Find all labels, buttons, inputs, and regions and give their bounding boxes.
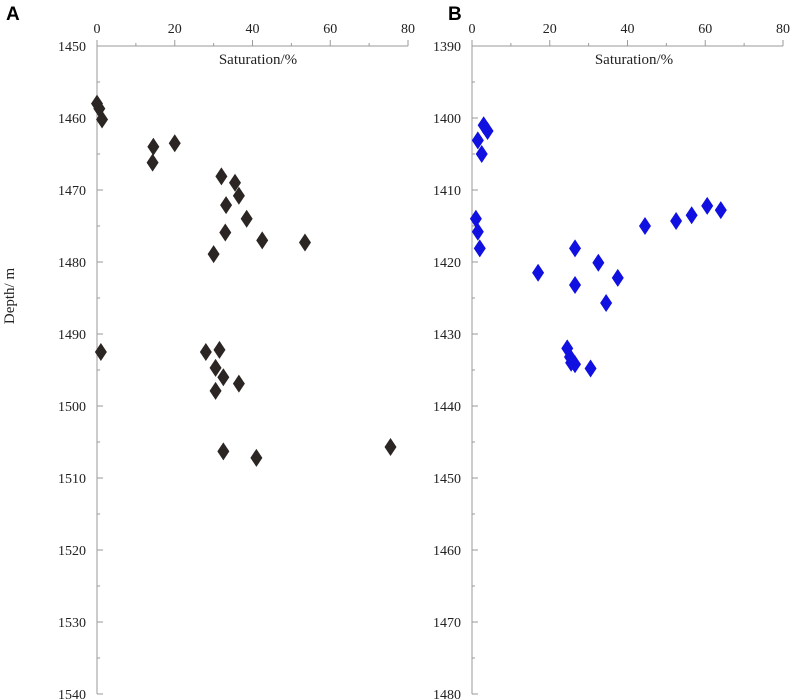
panel-b-x-tick-label: 40	[621, 22, 635, 37]
panel-b-data-point	[469, 209, 482, 228]
panel-b-data-point	[569, 276, 582, 295]
panel-b-data-point	[569, 239, 582, 258]
panel-b-y-tick-label: 1470	[433, 616, 461, 631]
panel-a-y-tick-label: 1470	[58, 184, 86, 199]
panel-a-axes: 0 20 40 60 80 1450 1460 1470 1480 1490 1500 1510 152…	[58, 22, 415, 699]
panel-a-y-tick-label: 1490	[58, 328, 86, 343]
panel-b-letter: B	[448, 4, 462, 25]
panel-a-data-point	[215, 167, 228, 186]
panel-b-data-point	[532, 263, 545, 282]
panel-b-data-point	[600, 294, 613, 313]
panel-b-data-point	[714, 201, 727, 220]
panel-b-x-tick-label: 60	[698, 22, 712, 37]
panel-b-y-tick-label: 1460	[433, 544, 461, 559]
panel-a-data-point	[250, 448, 263, 467]
panel-a-data-point	[217, 442, 230, 461]
panel-b-x-tick-label: 20	[543, 22, 557, 37]
panel-a-data-point	[220, 196, 233, 215]
panel-a-y-tick-label: 1510	[58, 472, 86, 487]
panel-a-data-point	[240, 209, 253, 228]
panel-b-data-point	[473, 239, 486, 258]
panel-a-data-point	[209, 381, 222, 400]
panel-a-data-point	[146, 153, 159, 172]
panel-a-y-tick-label: 1530	[58, 616, 86, 631]
panel-a-x-axis-title: Saturation/%	[219, 52, 297, 68]
panel-a-data-point	[229, 173, 242, 192]
panel-b-axes: 0 20 40 60 80 1390 1400 1410 1420 1430 1440 1450 146…	[433, 22, 790, 699]
panel-a-x-tick-label: 0	[94, 22, 101, 37]
panel-b-data-point	[611, 268, 624, 287]
panel-b-data-point	[638, 217, 651, 235]
panel-b-y-tick-label: 1420	[433, 256, 461, 271]
panel-b-y-tick-label: 1450	[433, 472, 461, 487]
panel-b-y-tick-label: 1390	[433, 40, 461, 55]
panel-b-y-tick-label: 1430	[433, 328, 461, 343]
panel-a-y-tick-label: 1460	[58, 112, 86, 127]
panel-a-y-tick-label: 1500	[58, 400, 86, 415]
panel-a-points	[91, 94, 397, 467]
panel-a-x-tick-label: 60	[323, 22, 337, 37]
panel-b-y-tick-label: 1480	[433, 688, 461, 699]
panel-a-x-tick-label: 80	[401, 22, 415, 37]
panel-a-data-point	[298, 233, 311, 252]
panel-b-x-tick-label: 0	[469, 22, 476, 37]
panel-a-data-point	[232, 186, 245, 205]
panel-a-y-tick-label: 1450	[58, 40, 86, 55]
panel-b-data-point	[701, 196, 714, 215]
panel-b-data-point	[584, 359, 597, 378]
panel-a-data-point	[219, 223, 232, 242]
panel-b-data-point	[475, 145, 488, 163]
panel-a-data-point	[147, 137, 160, 156]
panel-b-points	[469, 116, 727, 378]
panel-a-data-point	[209, 358, 222, 377]
panel-b-data-point	[670, 211, 683, 230]
panel-a-data-point	[232, 374, 245, 393]
panel-b-data-point	[592, 253, 605, 272]
panel-b-x-tick-label: 80	[776, 22, 790, 37]
panel-a-data-point	[94, 343, 107, 361]
panel-a-data-point	[96, 110, 109, 129]
panel-b-x-axis-title: Saturation/%	[595, 52, 673, 68]
panel-a-data-point	[384, 438, 397, 457]
panel-a-y-tick-label: 1540	[58, 688, 86, 699]
panel-b-y-tick-label: 1400	[433, 112, 461, 127]
panel-a-y-tick-label: 1480	[58, 256, 86, 271]
panel-a-data-point	[213, 340, 226, 359]
panel-a-data-point	[256, 231, 269, 250]
panel-a-chart: A Saturation/% Depth/ m 0 20 40 60 80 1450 146…	[2, 4, 415, 699]
panel-a-x-tick-label: 40	[246, 22, 260, 37]
panel-a-x-tick-label: 20	[168, 22, 182, 37]
panel-b-data-point	[481, 121, 494, 140]
panel-a-data-point	[207, 245, 220, 264]
panel-b-chart: B Saturation/% 0 20 40 60 80 1390 1400 1410 1420…	[433, 4, 790, 699]
panel-b-data-point	[565, 353, 578, 372]
panel-a-y-axis-title: Depth/ m	[2, 268, 18, 325]
panel-b-data-point	[471, 222, 484, 241]
panel-a-data-point	[168, 134, 181, 153]
panel-b-y-tick-label: 1410	[433, 184, 461, 199]
panel-b-data-point	[685, 206, 698, 225]
panel-a-y-tick-label: 1520	[58, 544, 86, 559]
panel-b-data-point	[471, 131, 484, 150]
panel-b-y-tick-label: 1440	[433, 400, 461, 415]
panel-a-data-point	[199, 343, 212, 361]
panel-a-data-point	[217, 368, 230, 387]
panel-a-letter: A	[6, 4, 20, 25]
